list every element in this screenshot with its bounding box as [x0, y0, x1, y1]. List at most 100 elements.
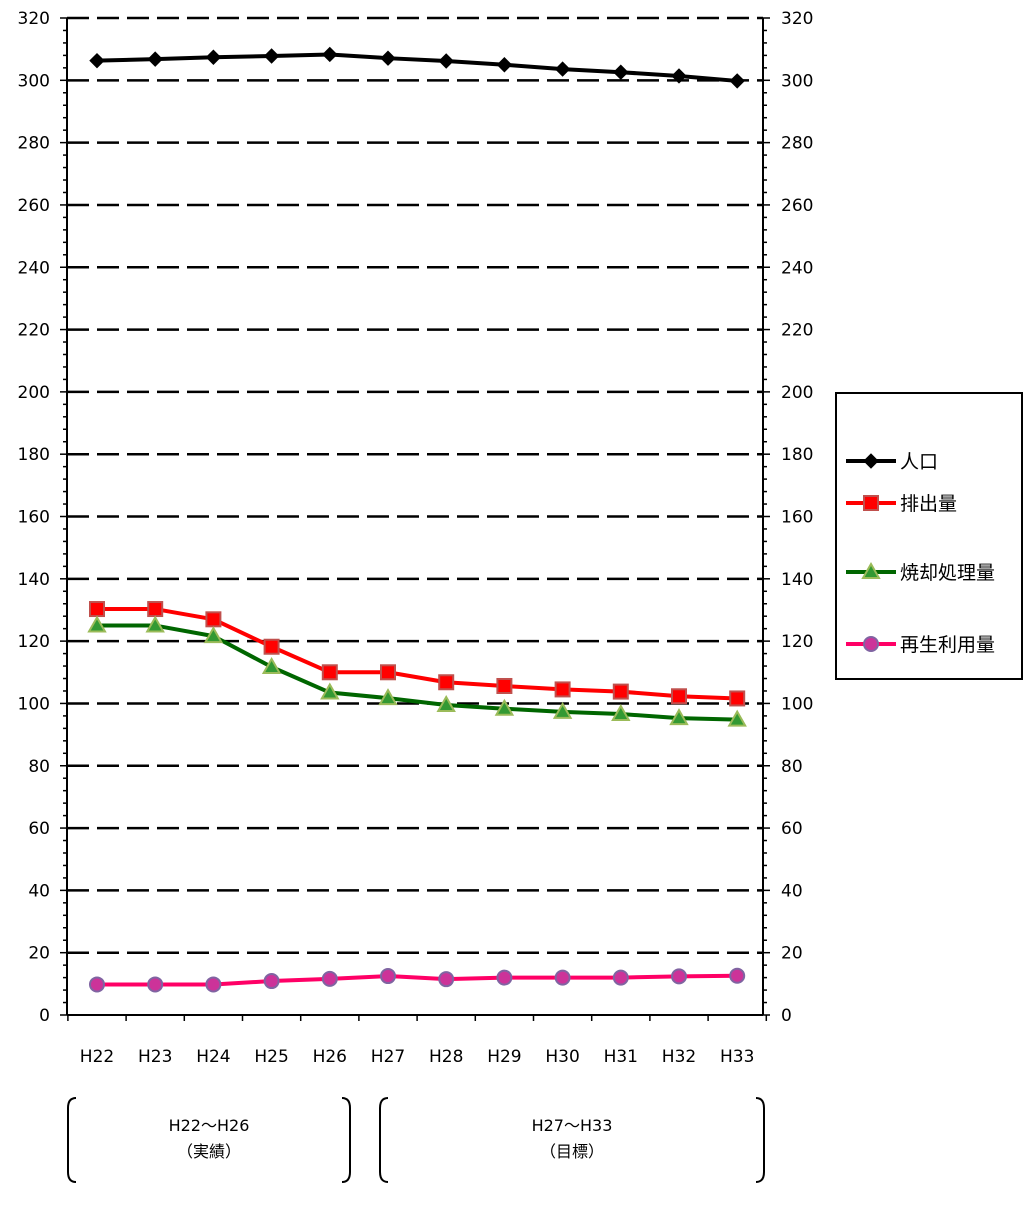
- data-point: [554, 969, 571, 986]
- legend-label: 排出量: [900, 493, 957, 515]
- period-label: H22～H26: [169, 1116, 250, 1135]
- data-point: [89, 976, 105, 993]
- y-tick-label: 80: [28, 757, 50, 777]
- legend-label: 再生利用量: [900, 634, 995, 656]
- data-point: [205, 976, 222, 993]
- y-tick-label: 100: [18, 694, 50, 714]
- y2-tick-label: 260: [781, 196, 813, 216]
- data-point: [87, 615, 107, 633]
- y-tick-label: 60: [28, 819, 50, 839]
- period-label: H27～H33: [532, 1116, 613, 1135]
- y-tick-label: 20: [28, 944, 50, 964]
- data-point: [729, 690, 746, 707]
- y2-tick-label: 160: [781, 508, 813, 528]
- data-point: [205, 611, 222, 628]
- legend-item: 人口: [846, 451, 938, 473]
- legend-box: [835, 392, 1023, 680]
- x-tick-label: H24: [196, 1047, 230, 1067]
- data-point: [380, 664, 396, 681]
- x-tick-label: H26: [313, 1047, 347, 1067]
- data-point: [612, 683, 629, 700]
- bracket-right: [755, 1097, 765, 1183]
- y2-tick-label: 140: [781, 570, 813, 590]
- data-point: [263, 973, 280, 990]
- data-point: [613, 64, 629, 80]
- x-tick-label: H33: [720, 1047, 754, 1067]
- legend-item: 再生利用量: [846, 634, 995, 656]
- data-point: [496, 969, 513, 986]
- data-point: [205, 49, 222, 65]
- y-tick-label: 0: [39, 1006, 50, 1026]
- y-tick-label: 320: [18, 9, 50, 29]
- y-tick-label: 280: [18, 134, 50, 154]
- x-tick-label: H32: [662, 1047, 696, 1067]
- series-3: [89, 967, 746, 993]
- data-point: [203, 626, 224, 644]
- data-point: [145, 615, 165, 633]
- x-tick-label: H23: [138, 1047, 172, 1067]
- y-tick-label: 120: [18, 632, 50, 652]
- legend-marker: [863, 495, 879, 511]
- series-line: [97, 973, 738, 987]
- series: [87, 46, 747, 993]
- data-point: [494, 698, 515, 716]
- x-tick-label: H31: [604, 1047, 638, 1067]
- data-point: [261, 656, 282, 674]
- bracket-right: [341, 1097, 351, 1183]
- data-point: [438, 971, 455, 988]
- data-point: [727, 709, 747, 727]
- y2-tick-label: 20: [781, 944, 803, 964]
- period-groups: H22～H26 （実績） H27～H33 （目標）: [67, 1097, 765, 1183]
- data-point: [671, 968, 687, 985]
- period-sublabel: （目標）: [540, 1142, 604, 1161]
- bracket-left: [379, 1097, 389, 1183]
- data-point: [89, 52, 105, 69]
- data-point: [320, 682, 340, 700]
- data-point: [612, 969, 629, 986]
- data-point: [147, 51, 163, 67]
- y2-tick-label: 200: [781, 383, 813, 403]
- data-point: [729, 967, 746, 984]
- x-tick-label: H25: [254, 1047, 288, 1067]
- data-point: [378, 688, 398, 706]
- y2-tick-label: 300: [781, 71, 813, 91]
- y-tick-label: 200: [18, 383, 50, 403]
- legend-label: 焼却処理量: [900, 562, 995, 584]
- y-tick-label: 220: [18, 321, 50, 341]
- y2-tick-label: 60: [781, 819, 803, 839]
- gridlines: [67, 16, 763, 954]
- y2-tick-label: 80: [781, 757, 803, 777]
- x-tick-label: H28: [429, 1047, 463, 1067]
- y-tick-label: 260: [18, 196, 50, 216]
- data-point: [669, 708, 689, 726]
- data-point: [436, 694, 456, 712]
- legend-item: 排出量: [846, 493, 957, 515]
- y-tick-label: 240: [18, 258, 50, 278]
- data-point: [322, 46, 338, 63]
- y2-tick-label: 280: [781, 134, 813, 154]
- data-point: [438, 53, 454, 69]
- data-point: [147, 976, 164, 993]
- y2-tick-label: 320: [781, 9, 813, 29]
- series-1: [89, 601, 746, 707]
- data-point: [263, 638, 280, 655]
- legend-marker: [863, 636, 879, 652]
- x-tick-label: H29: [487, 1047, 521, 1067]
- data-point: [380, 50, 396, 66]
- legend-marker: [861, 561, 881, 579]
- y2-tick-label: 220: [781, 321, 813, 341]
- y2-tick-label: 120: [781, 632, 813, 652]
- series-2: [87, 615, 747, 727]
- y2-tick-label: 40: [781, 881, 803, 901]
- data-point: [554, 61, 571, 77]
- axes: 0 20 40 60 80 100 120 140 160 180 200 220 240 260 280 3…: [18, 9, 814, 1067]
- bracket-left: [67, 1097, 77, 1183]
- period-sublabel: （実績）: [177, 1142, 241, 1161]
- y-tick-label: 300: [18, 71, 50, 91]
- y2-tick-label: 240: [781, 258, 813, 278]
- data-point: [147, 601, 164, 618]
- period-group: H27～H33 （目標）: [379, 1097, 765, 1183]
- y-tick-label: 180: [18, 445, 50, 465]
